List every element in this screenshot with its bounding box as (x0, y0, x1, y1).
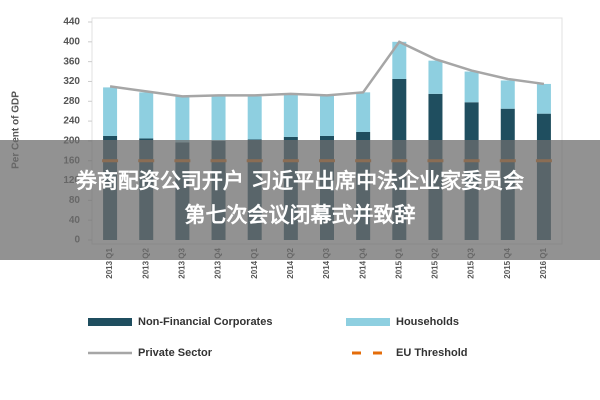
bar-segment (356, 92, 371, 132)
y-tick-label: 280 (63, 96, 80, 107)
legend-swatch (88, 318, 132, 326)
y-tick-label: 320 (63, 76, 80, 87)
legend-label: Non-Financial Corporates (138, 316, 272, 328)
bar-segment (536, 83, 551, 114)
x-tick-label: 2014 Q3 (322, 247, 331, 278)
bar-segment (103, 87, 118, 136)
x-tick-label: 2013 Q4 (214, 247, 223, 278)
x-tick-label: 2014 Q1 (250, 247, 259, 278)
bar-segment (247, 96, 262, 140)
x-tick-label: 2013 Q1 (105, 247, 114, 278)
x-tick-label: 2014 Q4 (358, 247, 367, 278)
line (109, 40, 545, 98)
x-tick-label: 2016 Q1 (539, 247, 548, 278)
bar-segment (211, 96, 226, 141)
x-tick-label: 2015 Q4 (503, 247, 512, 278)
x-tick-label: 2015 Q1 (394, 247, 403, 278)
bar-segment (283, 94, 298, 137)
bar-segment (139, 92, 154, 139)
x-tick-label: 2015 Q2 (431, 247, 440, 278)
y-tick-label: 360 (63, 56, 80, 67)
x-tick-label: 2013 Q3 (177, 247, 186, 278)
y-tick-label: 440 (63, 17, 80, 28)
overlay-line: 券商配资公司开户 习近平出席中法企业家委员会 (75, 169, 525, 193)
bar-segment (428, 60, 443, 94)
bar-segment (464, 71, 479, 103)
legend-label: Households (396, 316, 459, 328)
bar-segment (320, 95, 334, 136)
y-tick-label: 400 (63, 36, 80, 47)
y-tick-label: 240 (63, 116, 80, 127)
legend-swatch (346, 318, 390, 326)
bar-segment (500, 80, 515, 109)
overlay-banner: 券商配资公司开户 习近平出席中法企业家委员会 第七次会议闭幕式并致辞 (0, 140, 600, 260)
y-axis-label: Per Cent of GDP (11, 91, 22, 169)
overlay-line: 第七次会议闭幕式并致辞 (184, 203, 416, 227)
x-tick-label: 2014 Q2 (286, 247, 295, 278)
bar-segment (175, 96, 190, 143)
x-tick-label: 2015 Q3 (467, 247, 476, 278)
legend-label: Private Sector (138, 347, 213, 359)
bar-segment (392, 41, 407, 79)
x-tick-label: 2013 Q2 (141, 247, 150, 278)
legend-label: EU Threshold (396, 347, 468, 359)
